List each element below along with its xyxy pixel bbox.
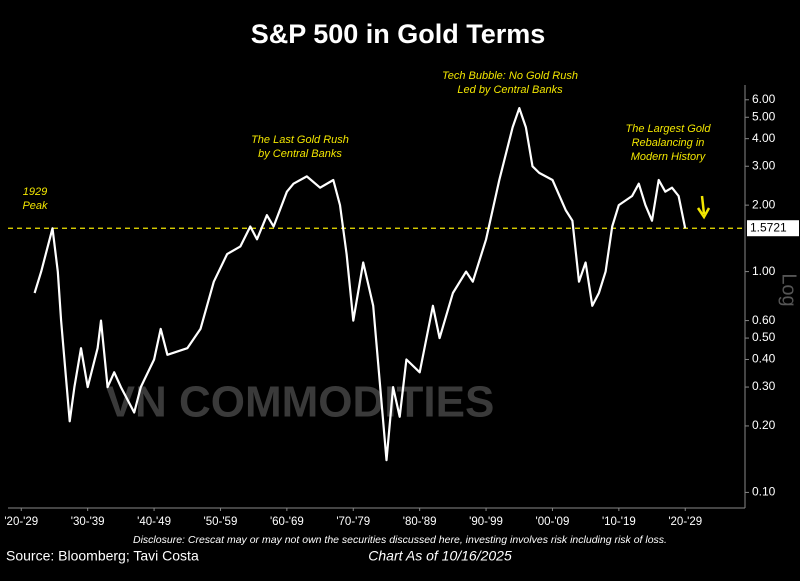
annotation-line: The Largest Gold [626,123,712,135]
y-axis-label: Log [778,273,800,306]
y-tick-label: 0.40 [752,352,776,366]
as-of-date: Chart As of 10/16/2025 [368,548,512,564]
annotation: 1929 Peak [22,186,48,212]
annotation: The Last Gold Rush by Central Banks [251,134,349,160]
x-tick-label: '30-'39 [71,516,105,528]
y-tick-label: 0.30 [752,379,776,393]
y-tick-label: 3.00 [752,158,776,172]
y-tick-label: 0.10 [752,485,776,499]
reference-label: 1.5721 [750,220,787,234]
annotation-line: Rebalancing in [632,137,705,149]
x-tick-label: '90-'99 [469,516,503,528]
y-tick-label: 6.00 [752,92,776,106]
data-line [33,107,687,462]
reference-label-box [747,220,799,237]
annotation-line: The Last Gold Rush [251,134,349,146]
arrow [696,195,711,220]
annotation-line: Modern History [631,151,707,163]
y-tick-label: 0.50 [752,330,776,344]
x-tick-label: '20-'29 [4,516,38,528]
annotation-line: 1929 [23,186,47,198]
annotation: The Largest Gold Rebalancing in Modern His… [626,123,712,163]
source: Source: Bloomberg; Tavi Costa [6,548,199,564]
y-tick-label: 1.00 [752,264,776,278]
y-tick-label: 4.00 [752,131,776,145]
x-tick-label: '80-'89 [403,516,437,528]
y-tick-label: 2.00 [752,197,776,211]
annotation-line: Tech Bubble: No Gold Rush [442,70,578,82]
x-tick-label: '20-'29 [668,516,702,528]
disclosure: Disclosure: Crescat may or may not own t… [133,534,667,546]
annotation-line: Peak [22,200,48,212]
chart-title: S&P 500 in Gold Terms [251,19,546,49]
x-tick-label: '40-'49 [137,516,171,528]
x-tick-label: '00-'09 [536,516,570,528]
x-tick-label: '10-'19 [602,516,636,528]
annotation-line: by Central Banks [258,148,342,160]
x-tick-label: '50-'59 [204,516,238,528]
x-tick-label: '60-'69 [270,516,304,528]
annotation-line: Led by Central Banks [457,84,563,96]
y-tick-label: 5.00 [752,109,776,123]
watermark: VN COMMODITIES [106,378,495,427]
annotation: Tech Bubble: No Gold Rush Led by Central … [442,70,578,96]
y-tick-label: 0.60 [752,313,776,327]
x-tick-label: '70-'79 [336,516,370,528]
y-tick-label: 0.20 [752,418,776,432]
